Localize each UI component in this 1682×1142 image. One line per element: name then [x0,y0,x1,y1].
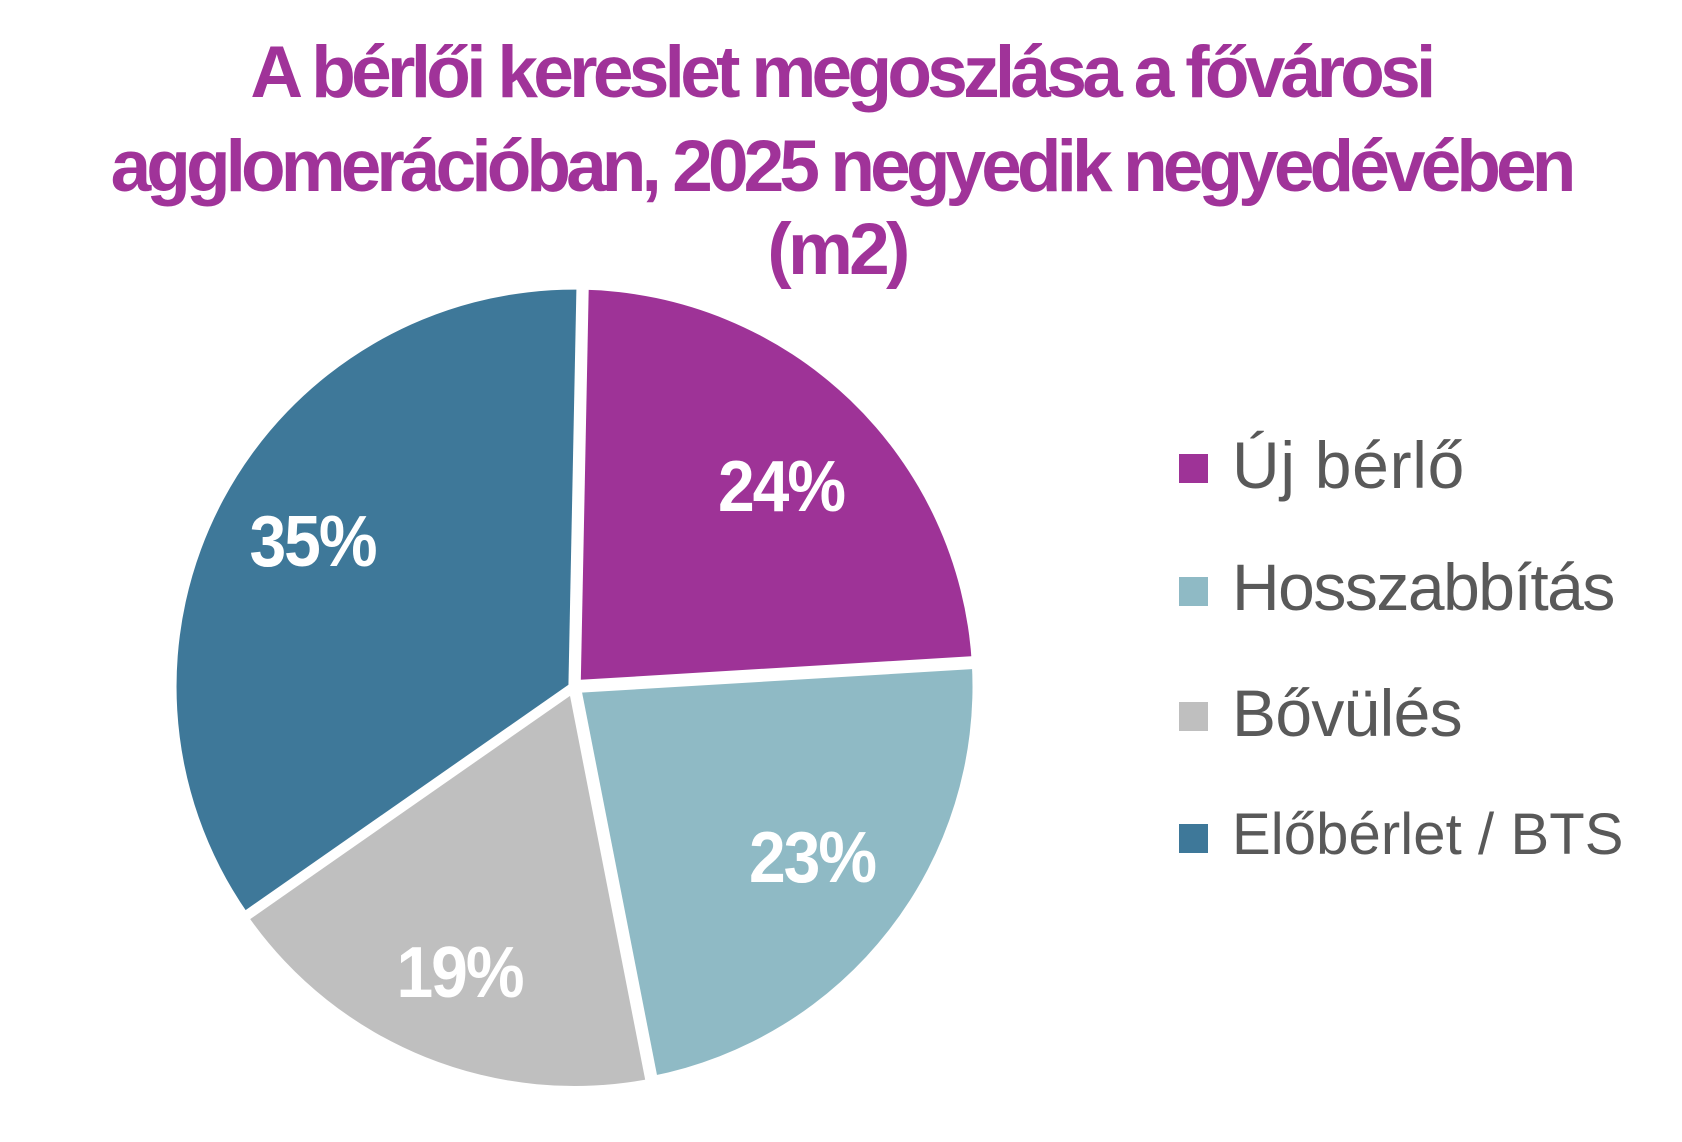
svg-text:19%: 19% [396,931,522,1013]
svg-text:24%: 24% [718,445,844,527]
svg-text:23%: 23% [749,816,875,898]
svg-text:35%: 35% [249,500,375,582]
